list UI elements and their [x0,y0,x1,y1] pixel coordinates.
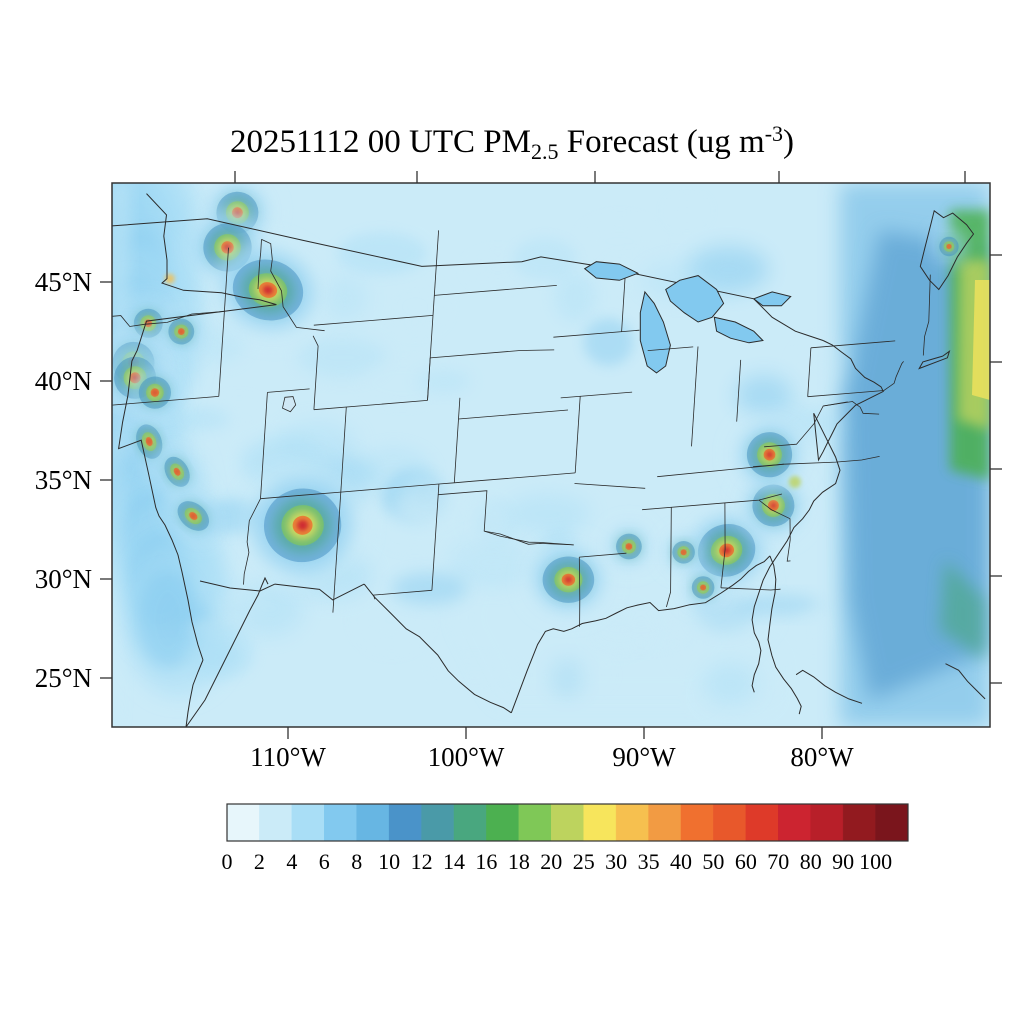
svg-text:20251112 00 UTC PM2.5 Forecast: 20251112 00 UTC PM2.5 Forecast (ug m-3) [230,121,794,164]
svg-text:35: 35 [638,849,660,874]
svg-text:100: 100 [859,849,892,874]
svg-text:14: 14 [443,849,465,874]
svg-text:80: 80 [800,849,822,874]
svg-text:30°N: 30°N [35,564,92,594]
svg-text:8: 8 [351,849,362,874]
svg-text:2: 2 [254,849,265,874]
svg-text:4: 4 [286,849,297,874]
svg-text:35°N: 35°N [35,465,92,495]
svg-text:60: 60 [735,849,757,874]
svg-text:10: 10 [378,849,400,874]
svg-text:90: 90 [832,849,854,874]
svg-text:100°W: 100°W [428,742,505,772]
svg-text:6: 6 [319,849,330,874]
svg-text:40: 40 [670,849,692,874]
svg-text:25: 25 [573,849,595,874]
svg-text:80°W: 80°W [790,742,854,772]
svg-text:0: 0 [222,849,233,874]
svg-text:40°N: 40°N [35,366,92,396]
svg-text:25°N: 25°N [35,663,92,693]
svg-text:18: 18 [508,849,530,874]
svg-text:20: 20 [540,849,562,874]
svg-text:16: 16 [475,849,497,874]
svg-text:70: 70 [767,849,789,874]
svg-text:45°N: 45°N [35,267,92,297]
svg-text:50: 50 [702,849,724,874]
svg-text:110°W: 110°W [250,742,326,772]
svg-text:90°W: 90°W [612,742,676,772]
svg-text:30: 30 [605,849,627,874]
svg-text:12: 12 [411,849,433,874]
